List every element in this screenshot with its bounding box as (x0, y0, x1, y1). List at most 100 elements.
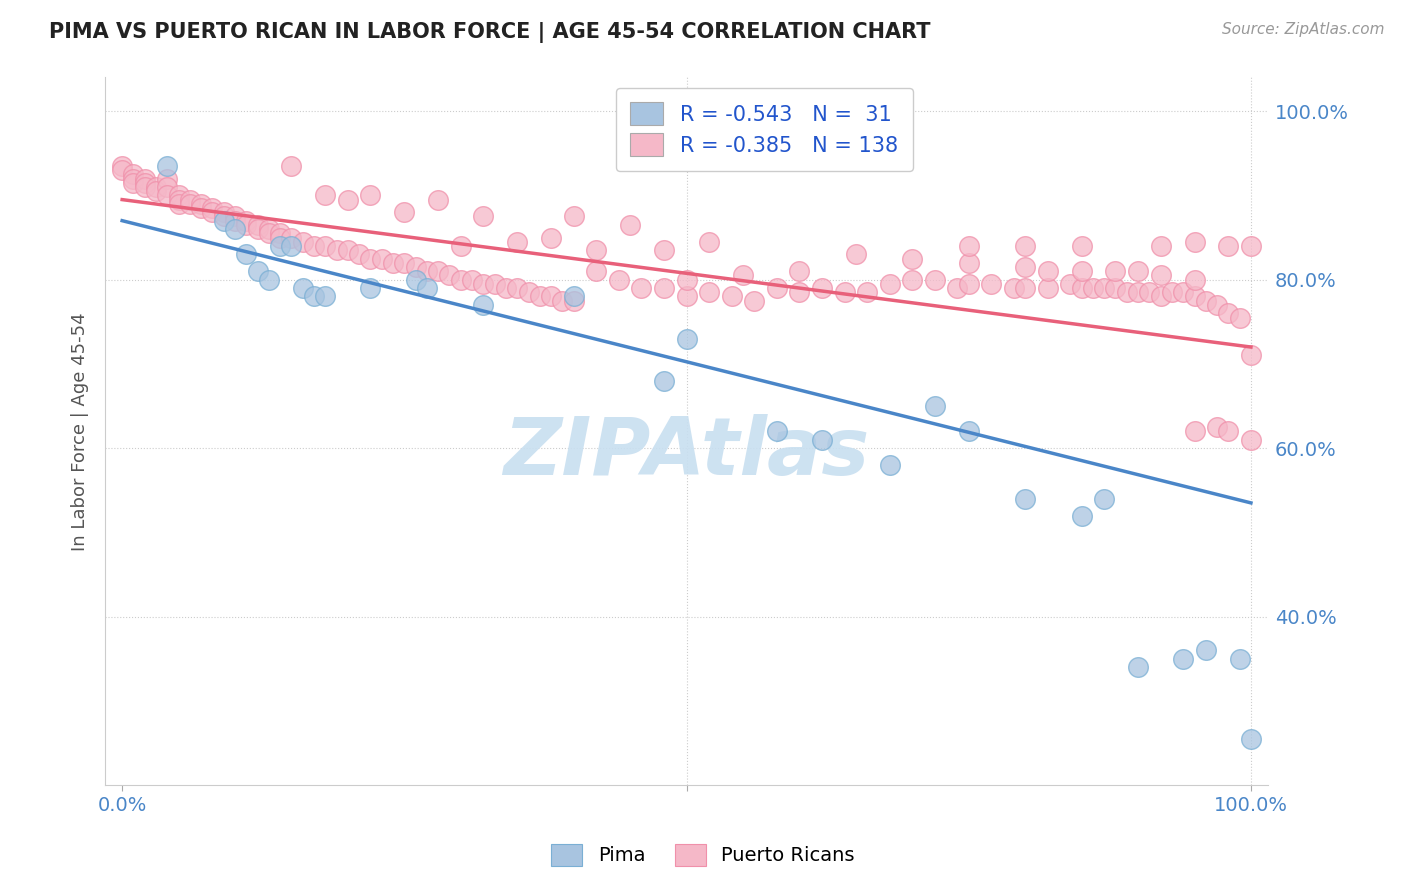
Point (1149, 268, 1171, 283)
Point (302, 239, 325, 253)
Point (1240, 731, 1263, 746)
Point (607, 272, 630, 286)
Point (697, 235, 720, 249)
Point (1115, 285, 1137, 300)
Point (450, 239, 472, 253)
Point (1240, 349, 1263, 363)
Point (879, 458, 901, 472)
Point (145, 180, 167, 194)
Point (1014, 491, 1036, 506)
Text: PIMA VS PUERTO RICAN IN LABOR FORCE | AGE 45-54 CORRELATION CHART: PIMA VS PUERTO RICAN IN LABOR FORCE | AG… (49, 22, 931, 44)
Point (314, 188, 336, 202)
Point (416, 281, 439, 295)
Point (394, 205, 416, 219)
Point (167, 196, 190, 211)
Point (924, 399, 946, 413)
Point (1092, 281, 1115, 295)
Point (901, 252, 924, 266)
Point (122, 176, 145, 190)
Point (924, 272, 946, 286)
Point (167, 188, 190, 202)
Point (257, 272, 280, 286)
Point (1036, 281, 1059, 295)
Point (675, 289, 697, 303)
Point (1059, 277, 1081, 291)
Point (766, 281, 789, 295)
Point (291, 281, 314, 295)
Point (957, 256, 980, 270)
Point (1126, 660, 1149, 674)
Point (1070, 239, 1092, 253)
Point (1240, 239, 1263, 253)
Point (1206, 420, 1229, 434)
Point (472, 298, 495, 312)
Point (1137, 285, 1160, 300)
Point (450, 272, 472, 286)
Point (1070, 508, 1092, 523)
Point (325, 243, 347, 257)
Point (1104, 281, 1126, 295)
Point (246, 218, 269, 232)
Point (280, 239, 302, 253)
Point (394, 256, 416, 270)
Point (675, 332, 697, 346)
Point (495, 281, 517, 295)
Point (1195, 643, 1218, 657)
Legend: Pima, Puerto Ricans: Pima, Puerto Ricans (544, 837, 862, 873)
Point (789, 264, 811, 278)
Point (212, 213, 235, 227)
Point (1081, 281, 1104, 295)
Point (1218, 239, 1240, 253)
Point (652, 374, 675, 388)
Point (1184, 272, 1206, 286)
Point (347, 247, 370, 261)
Legend: R = -0.543   N =  31, R = -0.385   N = 138: R = -0.543 N = 31, R = -0.385 N = 138 (616, 87, 912, 170)
Point (1070, 281, 1092, 295)
Point (190, 196, 212, 211)
Point (766, 425, 789, 439)
Point (382, 256, 405, 270)
Point (1184, 289, 1206, 303)
Point (517, 285, 540, 300)
Point (269, 239, 291, 253)
Point (122, 167, 145, 181)
Point (551, 293, 574, 308)
Point (697, 285, 720, 300)
Point (190, 201, 212, 215)
Point (111, 159, 134, 173)
Y-axis label: In Labor Force | Age 45-54: In Labor Force | Age 45-54 (72, 312, 89, 550)
Point (336, 193, 359, 207)
Point (416, 264, 439, 278)
Point (1149, 289, 1171, 303)
Point (156, 188, 179, 202)
Point (562, 293, 585, 308)
Point (720, 289, 742, 303)
Point (224, 222, 246, 236)
Point (156, 159, 179, 173)
Point (336, 243, 359, 257)
Point (1002, 281, 1025, 295)
Point (461, 272, 484, 286)
Point (1014, 281, 1036, 295)
Point (179, 196, 201, 211)
Point (235, 218, 257, 232)
Point (1184, 425, 1206, 439)
Point (1240, 433, 1263, 447)
Point (472, 277, 495, 291)
Point (427, 264, 450, 278)
Point (224, 213, 246, 227)
Point (122, 171, 145, 186)
Point (280, 159, 302, 173)
Point (1149, 239, 1171, 253)
Point (957, 277, 980, 291)
Point (201, 201, 224, 215)
Point (540, 289, 562, 303)
Point (134, 176, 156, 190)
Point (957, 425, 980, 439)
Point (212, 205, 235, 219)
Point (484, 277, 506, 291)
Point (1229, 310, 1251, 325)
Point (405, 260, 427, 274)
Point (946, 281, 969, 295)
Point (224, 210, 246, 224)
